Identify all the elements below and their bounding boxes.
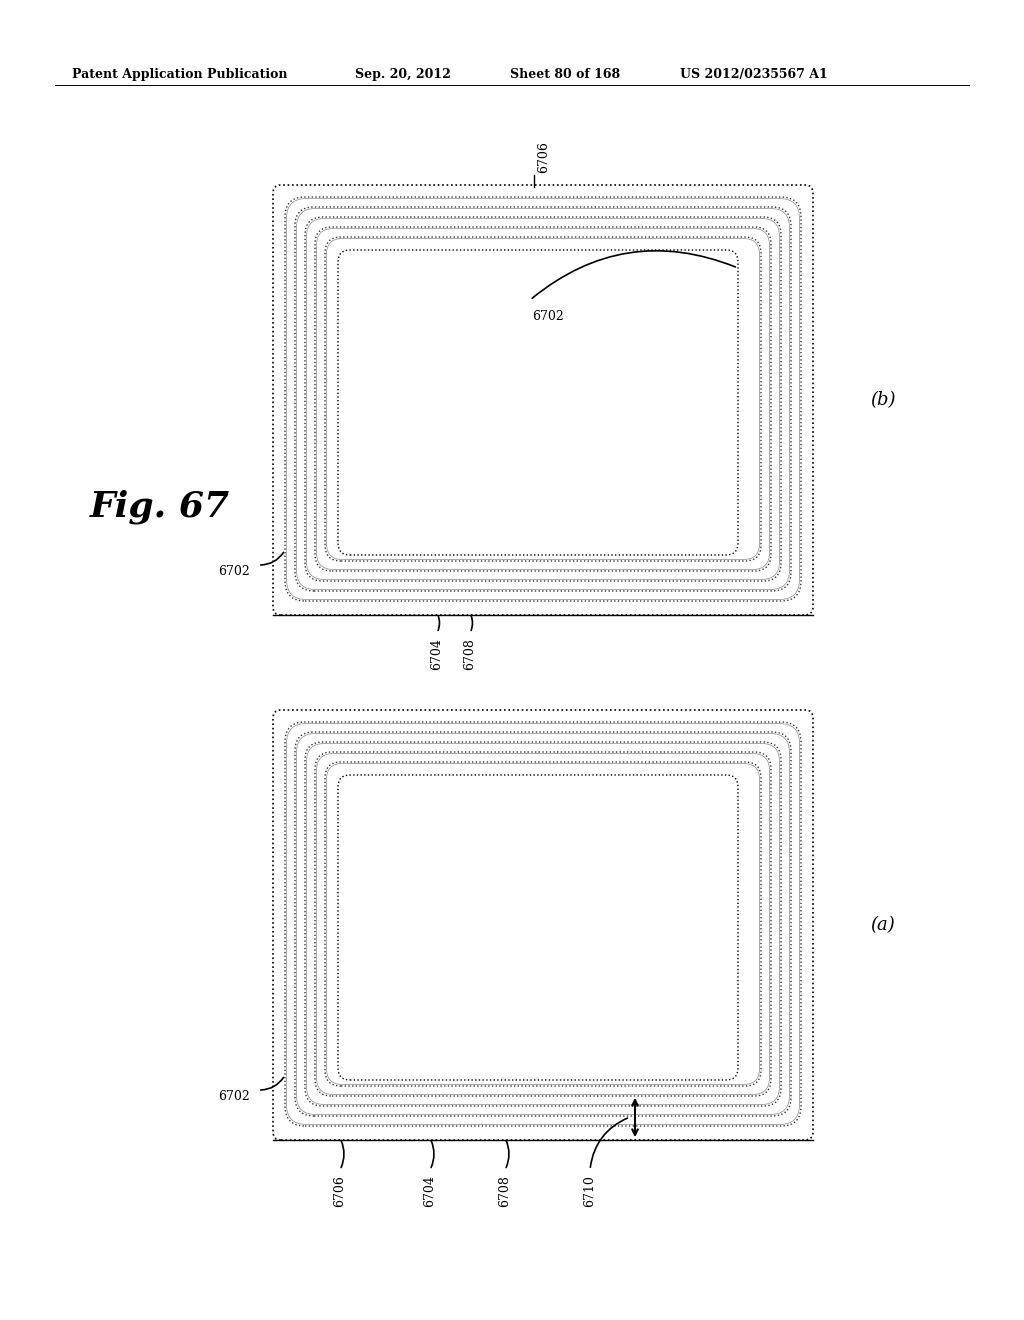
Text: 6708: 6708 bbox=[499, 1175, 512, 1206]
Text: Patent Application Publication: Patent Application Publication bbox=[72, 69, 288, 81]
Text: 6706: 6706 bbox=[537, 141, 550, 173]
Text: 6702: 6702 bbox=[218, 565, 250, 578]
Text: US 2012/0235567 A1: US 2012/0235567 A1 bbox=[680, 69, 827, 81]
Text: Fig. 67: Fig. 67 bbox=[90, 490, 230, 524]
Text: 6708: 6708 bbox=[464, 638, 476, 669]
Text: 6702: 6702 bbox=[532, 310, 564, 323]
Text: 6704: 6704 bbox=[430, 638, 443, 669]
Text: Sheet 80 of 168: Sheet 80 of 168 bbox=[510, 69, 621, 81]
Text: 6704: 6704 bbox=[424, 1175, 436, 1206]
Text: 6702: 6702 bbox=[218, 1090, 250, 1104]
Text: 6706: 6706 bbox=[334, 1175, 346, 1206]
Text: (b): (b) bbox=[870, 391, 896, 409]
Text: 6710: 6710 bbox=[584, 1175, 597, 1206]
Text: (a): (a) bbox=[870, 916, 895, 935]
Text: Sep. 20, 2012: Sep. 20, 2012 bbox=[355, 69, 451, 81]
